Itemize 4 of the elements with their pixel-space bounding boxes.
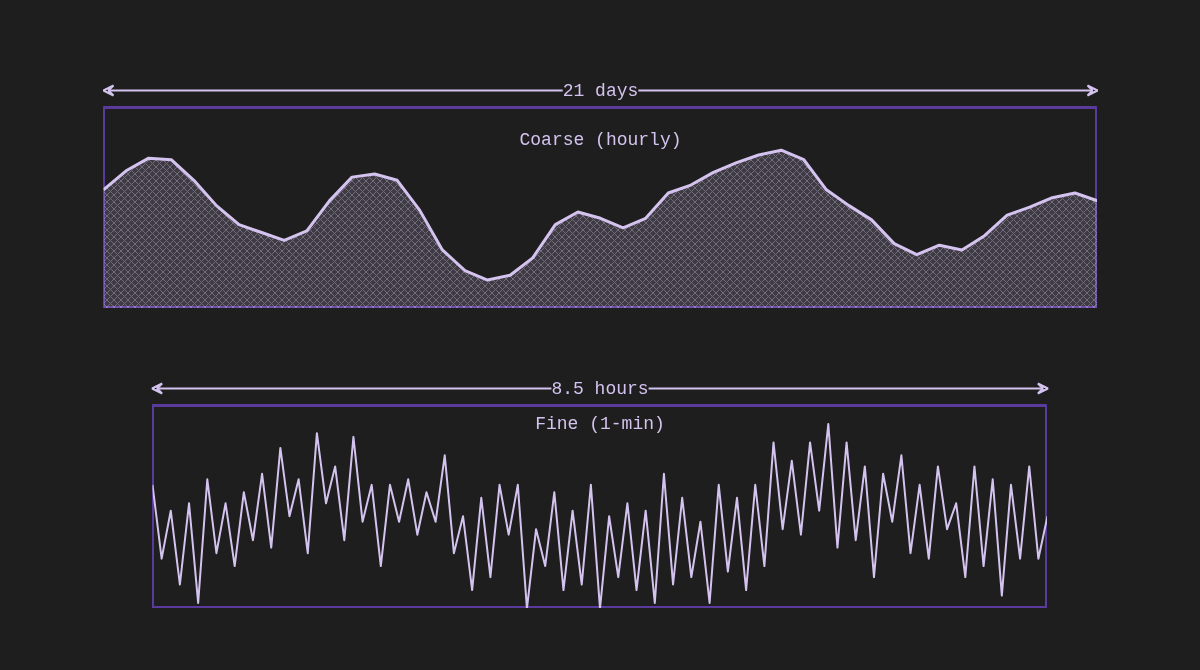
text: 8.5 hours [551, 378, 649, 399]
chart-title: Coarse (hourly) [519, 129, 682, 150]
chart-title: Fine (1-min) [535, 413, 665, 434]
text: 21 days [562, 80, 639, 101]
